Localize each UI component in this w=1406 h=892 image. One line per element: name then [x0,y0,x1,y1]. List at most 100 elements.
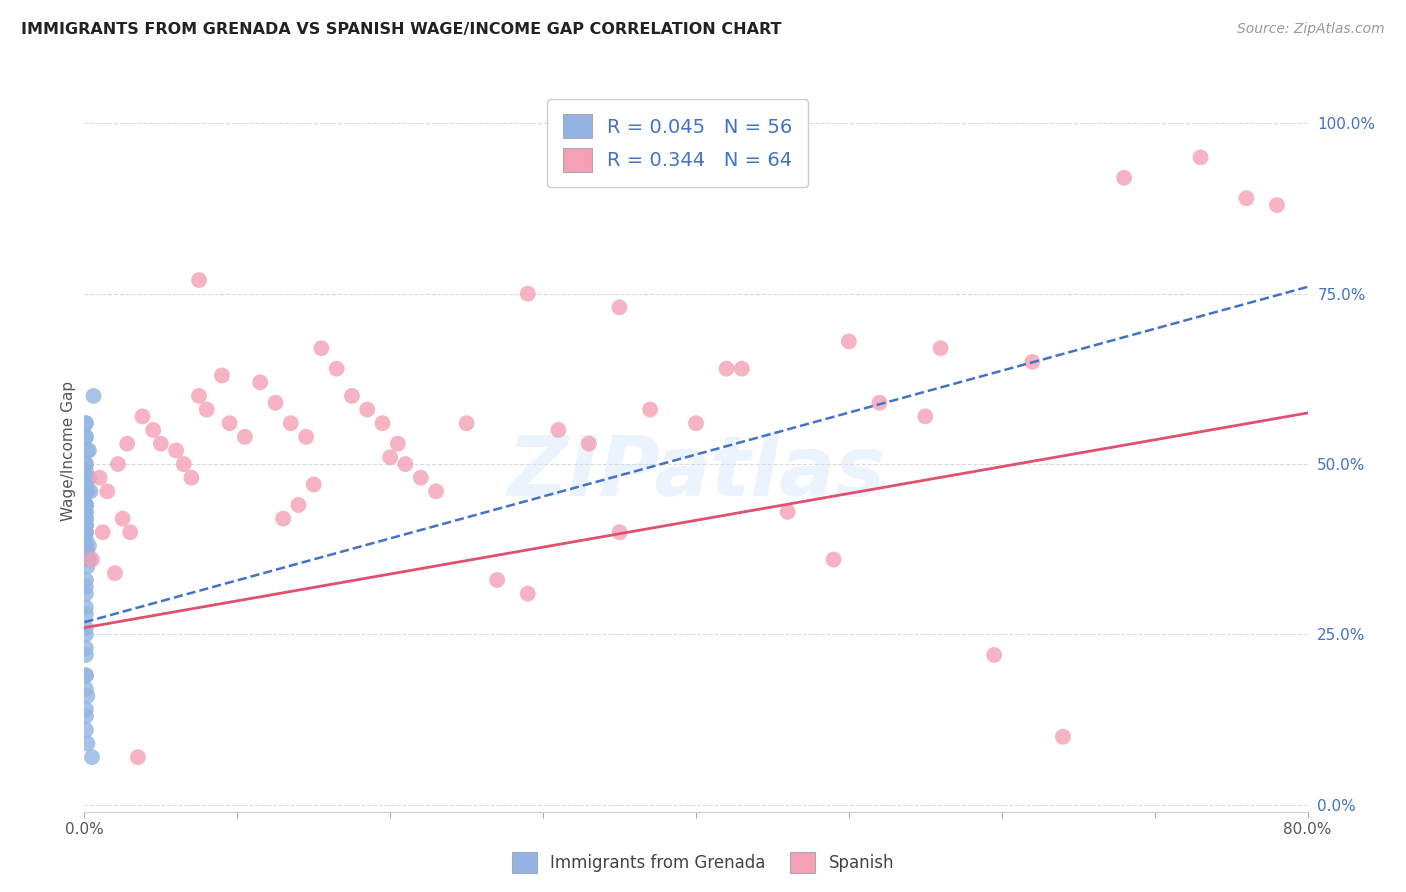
Text: Source: ZipAtlas.com: Source: ZipAtlas.com [1237,22,1385,37]
Point [311,341,333,355]
Point [387,436,409,450]
Point [75,546,97,560]
Point [76,737,98,751]
Point [75,586,97,600]
Point [578,436,600,450]
Point [75,505,97,519]
Point [280,416,302,430]
Legend: R = 0.045   N = 56, R = 0.344   N = 64: R = 0.045 N = 56, R = 0.344 N = 64 [547,99,808,187]
Point [425,484,447,499]
Point [75,457,97,471]
Point [75,681,97,696]
Text: IMMIGRANTS FROM GRENADA VS SPANISH WAGE/INCOME GAP CORRELATION CHART: IMMIGRANTS FROM GRENADA VS SPANISH WAGE/… [21,22,782,37]
Point [716,361,738,376]
Point [75,518,97,533]
Point [380,450,402,465]
Point [75,668,97,682]
Point [107,457,129,471]
Point [75,525,97,540]
Point [131,409,153,424]
Point [75,457,97,471]
Point [394,457,416,471]
Point [75,723,97,737]
Point [75,471,97,485]
Point [75,430,97,444]
Point [77,552,100,566]
Point [75,621,97,635]
Point [77,539,100,553]
Point [195,402,218,417]
Point [1021,355,1043,369]
Point [80,750,103,764]
Point [111,511,134,525]
Point [76,559,98,574]
Point [75,532,97,546]
Point [127,750,149,764]
Point [75,498,97,512]
Point [75,498,97,512]
Point [75,627,97,641]
Point [547,423,569,437]
Point [75,709,97,723]
Point [1236,191,1258,205]
Point [356,402,378,417]
Point [823,552,845,566]
Point [249,376,271,390]
Point [218,416,240,430]
Point [165,443,187,458]
Point [731,361,754,376]
Point [75,518,97,533]
Point [914,409,936,424]
Point [302,477,325,491]
Point [75,607,97,621]
Point [89,471,111,485]
Point [929,341,952,355]
Point [115,436,138,450]
Point [80,552,103,566]
Point [77,552,100,566]
Point [75,525,97,540]
Point [75,477,97,491]
Point [96,484,118,499]
Point [211,368,233,383]
Point [75,416,97,430]
Point [983,648,1005,662]
Text: ZIPatlas: ZIPatlas [508,432,884,513]
Point [76,546,98,560]
Point [516,586,538,600]
Point [838,334,860,349]
Point [76,689,98,703]
Point [75,484,97,499]
Point [75,702,97,716]
Point [76,484,98,499]
Point [76,443,98,458]
Point [1114,170,1136,185]
Point [104,566,127,581]
Point [173,457,195,471]
Point [75,511,97,525]
Point [75,580,97,594]
Point [75,539,97,553]
Point [120,525,142,540]
Point [180,471,202,485]
Point [75,464,97,478]
Point [79,484,101,499]
Point [188,273,211,287]
Point [75,641,97,656]
Point [609,525,631,540]
Legend: Immigrants from Grenada, Spanish: Immigrants from Grenada, Spanish [505,846,901,880]
Point [75,573,97,587]
Point [776,505,799,519]
Point [91,525,114,540]
Point [75,648,97,662]
Point [75,518,97,533]
Point [295,430,318,444]
Point [77,471,100,485]
Y-axis label: Wage/Income Gap: Wage/Income Gap [60,380,76,521]
Point [409,471,432,485]
Point [456,416,478,430]
Point [609,301,631,315]
Point [75,416,97,430]
Point [516,286,538,301]
Point [75,498,97,512]
